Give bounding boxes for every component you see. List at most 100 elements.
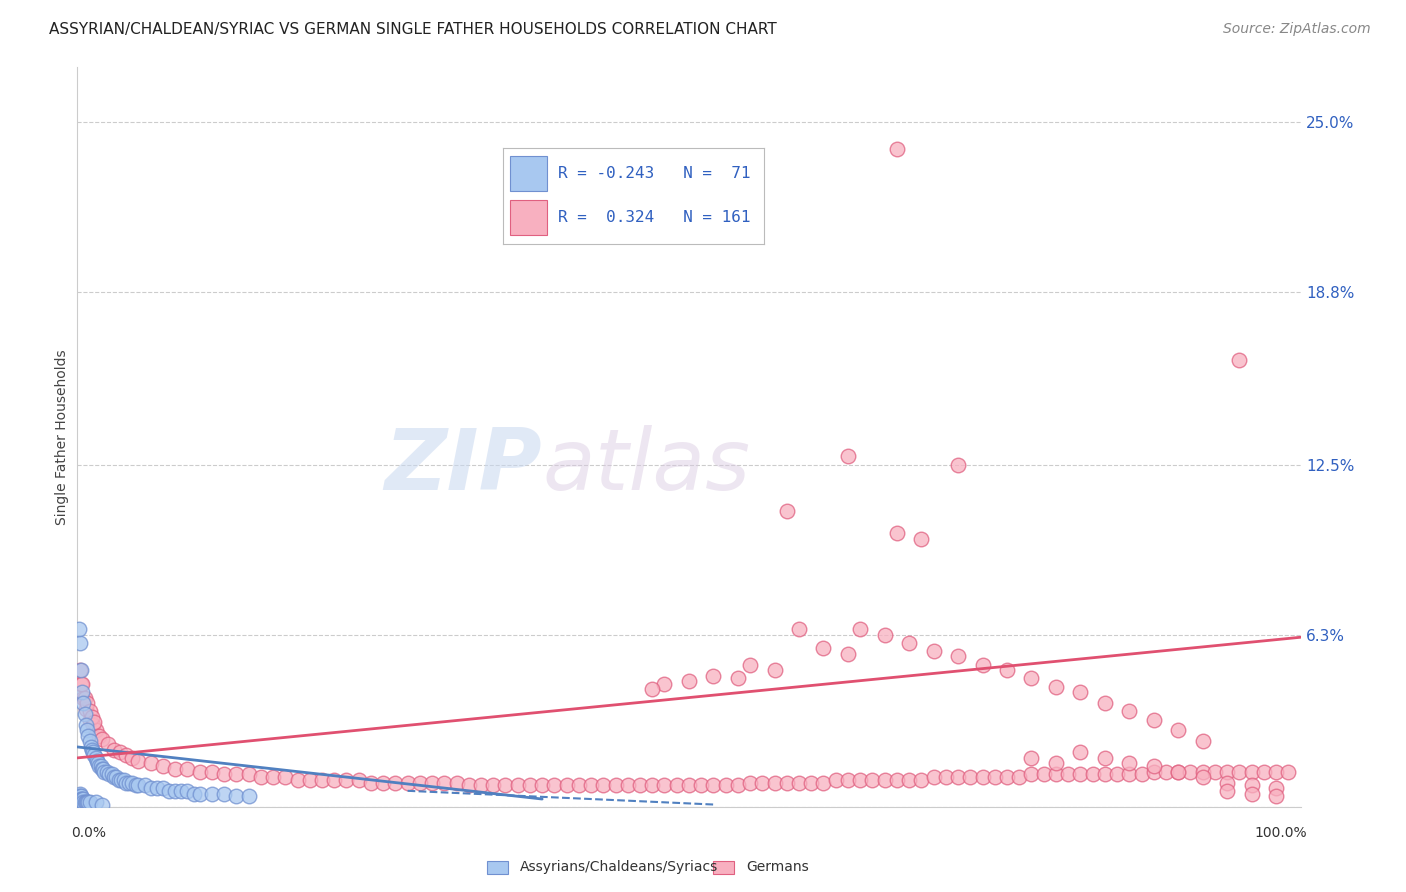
Point	[555, 778, 578, 792]
Point	[97, 737, 120, 751]
Point	[69, 787, 91, 801]
Point	[170, 784, 193, 798]
Point	[1277, 764, 1299, 779]
Y-axis label: Single Father Households: Single Father Households	[55, 350, 69, 524]
Point	[457, 778, 479, 792]
Point	[922, 644, 945, 658]
Point	[75, 701, 97, 715]
Point	[79, 704, 101, 718]
Point	[641, 778, 664, 792]
Point	[90, 797, 112, 812]
Point	[157, 784, 180, 798]
Point	[100, 767, 122, 781]
Point	[972, 770, 994, 784]
Point	[76, 723, 98, 738]
Point	[1069, 685, 1091, 699]
Point	[482, 778, 505, 792]
Point	[849, 772, 872, 787]
Point	[543, 778, 565, 792]
Point	[531, 778, 554, 792]
Point	[127, 778, 149, 792]
Point	[1265, 764, 1288, 779]
Point	[763, 663, 786, 677]
Point	[70, 792, 93, 806]
Point	[67, 792, 90, 806]
Point	[519, 778, 541, 792]
Point	[1167, 764, 1189, 779]
Point	[139, 756, 162, 771]
Point	[886, 772, 908, 787]
Point	[873, 627, 896, 641]
Point	[225, 789, 247, 804]
Point	[79, 795, 101, 809]
Point	[67, 789, 90, 804]
Point	[103, 770, 125, 784]
Point	[188, 764, 211, 779]
Point	[617, 778, 640, 792]
Point	[935, 770, 957, 784]
Point	[1154, 764, 1177, 779]
Point	[72, 696, 94, 710]
Point	[1081, 767, 1104, 781]
Point	[121, 751, 143, 765]
Point	[134, 778, 156, 792]
Point	[79, 713, 101, 727]
Point	[678, 674, 700, 689]
Point	[80, 739, 103, 754]
Point	[1143, 713, 1166, 727]
Point	[112, 772, 135, 787]
Point	[1191, 770, 1213, 784]
Point	[1216, 784, 1239, 798]
Point	[886, 142, 908, 156]
Point	[69, 789, 91, 804]
Point	[360, 775, 382, 789]
Point	[1008, 770, 1031, 784]
Point	[69, 795, 91, 809]
Point	[1021, 767, 1043, 781]
Point	[1253, 764, 1275, 779]
Point	[1204, 764, 1226, 779]
Point	[1240, 764, 1263, 779]
Point	[98, 767, 121, 781]
Point	[72, 690, 94, 705]
Point	[862, 772, 884, 787]
Point	[335, 772, 357, 787]
Point	[110, 772, 132, 787]
Point	[1118, 767, 1140, 781]
Point	[1191, 734, 1213, 748]
Point	[125, 778, 148, 792]
Point	[83, 748, 105, 763]
Text: Source: ZipAtlas.com: Source: ZipAtlas.com	[1223, 22, 1371, 37]
Point	[93, 764, 115, 779]
Point	[70, 677, 93, 691]
Point	[1265, 789, 1288, 804]
Point	[90, 759, 112, 773]
Point	[108, 746, 131, 760]
Point	[87, 756, 110, 771]
Point	[702, 668, 724, 682]
Point	[165, 784, 187, 798]
Point	[70, 795, 93, 809]
Point	[1118, 756, 1140, 771]
Point	[80, 710, 103, 724]
Point	[1229, 764, 1251, 779]
Point	[80, 742, 103, 756]
Text: Assyrians/Chaldeans/Syriacs: Assyrians/Chaldeans/Syriacs	[520, 860, 718, 874]
Point	[201, 787, 224, 801]
Point	[75, 718, 97, 732]
Text: ASSYRIAN/CHALDEAN/SYRIAC VS GERMAN SINGLE FATHER HOUSEHOLDS CORRELATION CHART: ASSYRIAN/CHALDEAN/SYRIAC VS GERMAN SINGL…	[49, 22, 778, 37]
Point	[76, 795, 98, 809]
Point	[76, 696, 98, 710]
Point	[446, 775, 468, 789]
Point	[75, 795, 97, 809]
Point	[898, 772, 921, 787]
Point	[1045, 756, 1067, 771]
Point	[250, 770, 273, 784]
Point	[69, 663, 91, 677]
Point	[72, 792, 94, 806]
Point	[813, 641, 835, 656]
Point	[69, 636, 91, 650]
Point	[118, 775, 141, 789]
Point	[776, 504, 799, 518]
Point	[910, 532, 932, 546]
